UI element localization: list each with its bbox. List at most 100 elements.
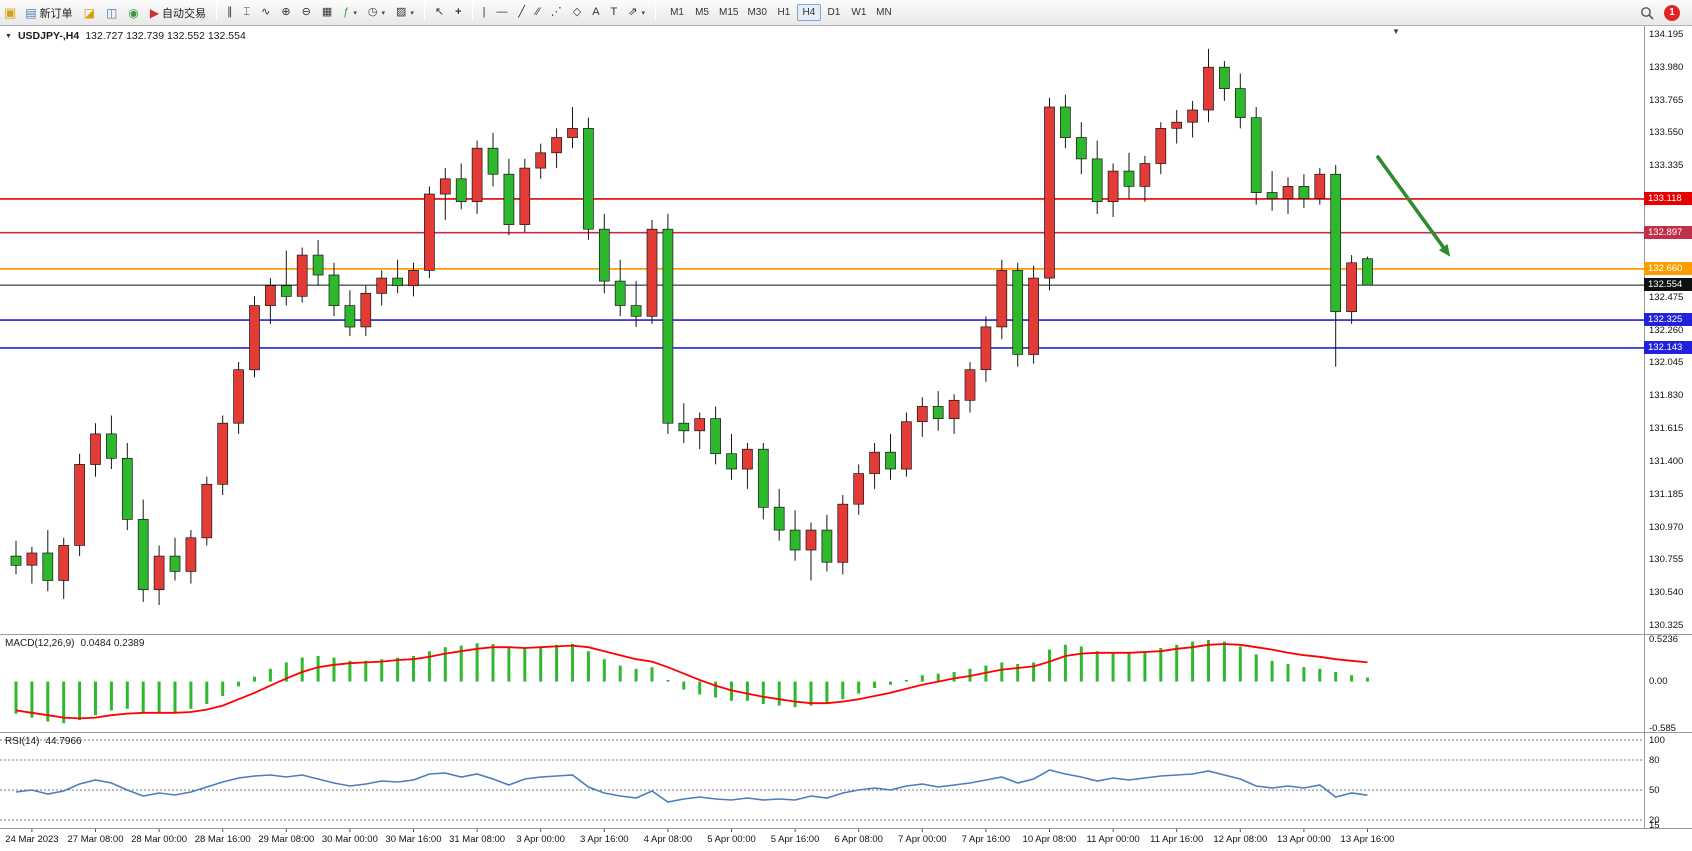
- axis-tick-label: 131.830: [1649, 390, 1684, 402]
- time-axis-label: 30 Mar 00:00: [321, 834, 378, 845]
- indicators-button[interactable]: ƒ ▾: [338, 2, 362, 23]
- timeframe-button-m30[interactable]: M30: [747, 7, 767, 18]
- profile-button[interactable]: ◫: [101, 2, 122, 23]
- chart-header: ▼ USDJPY-,H4 132.727 132.739 132.552 132…: [5, 30, 246, 42]
- time-axis-label: 5 Apr 00:00: [707, 834, 756, 845]
- timeframe-button-m15[interactable]: M15: [719, 7, 739, 18]
- price-line-tag[interactable]: 133.118: [1644, 191, 1692, 205]
- channel-button[interactable]: ⁄⁄: [531, 2, 545, 23]
- axis-tick-label: 20: [1649, 814, 1660, 826]
- time-axis-label: 5 Apr 16:00: [770, 834, 820, 845]
- time-axis-label: 27 Mar 08:00: [67, 834, 124, 845]
- timeframe-button-w1[interactable]: W1: [851, 7, 867, 18]
- price-line-tag[interactable]: 132.660: [1644, 261, 1692, 275]
- fibonacci-button[interactable]: ⋰: [546, 2, 567, 23]
- axis-tick-label: 130.540: [1649, 587, 1684, 599]
- toolbar-separator: [471, 4, 473, 21]
- zoom-in-button[interactable]: ⊕: [276, 2, 295, 23]
- price-line-tag[interactable]: 132.143: [1644, 340, 1692, 354]
- search-icon[interactable]: [1640, 6, 1654, 20]
- new-order-label: 新订单: [39, 7, 73, 20]
- toolbar-right-group: 1: [1640, 4, 1688, 21]
- chart-canvas[interactable]: [0, 26, 1692, 851]
- macd-histogram: [14, 640, 1369, 724]
- autotrading-label: 自动交易: [162, 7, 207, 20]
- candlestick-type-button[interactable]: ⌶: [239, 2, 256, 23]
- bar-chart-type-button[interactable]: ∥: [222, 2, 238, 23]
- new-order-icon: ▤: [25, 5, 37, 20]
- axis-tick-label: 80: [1649, 754, 1660, 766]
- vertical-line-button[interactable]: |: [478, 2, 491, 23]
- chart-wizard-icon: ◪: [83, 5, 95, 20]
- channel-icon: ⁄⁄: [536, 6, 540, 18]
- price-line-tag[interactable]: 132.325: [1644, 313, 1692, 327]
- scroll-to-end-marker[interactable]: ▼: [1392, 27, 1400, 36]
- refresh-button[interactable]: ◉: [123, 2, 143, 23]
- line-chart-icon: ∿: [261, 6, 271, 18]
- axis-tick-label: 100: [1649, 734, 1665, 746]
- time-axis-label: 13 Apr 00:00: [1276, 834, 1331, 845]
- candles: [10, 48, 1373, 605]
- shapes-button[interactable]: ◇: [568, 2, 586, 23]
- axis-tick-label: 0.00: [1649, 676, 1668, 688]
- chart-wizard-button[interactable]: ◪: [79, 2, 100, 23]
- new-order-button[interactable]: ▤ 新订单: [20, 2, 77, 23]
- axis-tick-label: 0.5236: [1649, 634, 1679, 646]
- tile-windows-button[interactable]: ▦: [317, 2, 337, 23]
- time-axis-label: 28 Mar 00:00: [131, 834, 188, 845]
- chevron-down-icon: ▾: [381, 9, 385, 17]
- timeframe-button-d1[interactable]: D1: [827, 7, 841, 18]
- text-button[interactable]: A: [587, 2, 604, 23]
- refresh-icon: ◉: [128, 5, 139, 20]
- text-label-button[interactable]: T: [606, 2, 623, 23]
- templates-button[interactable]: ▨ ▾: [391, 2, 419, 23]
- time-axis-label: 29 Mar 08:00: [258, 834, 315, 845]
- axis-tick-label: 50: [1649, 784, 1660, 796]
- periods-button[interactable]: ◷ ▾: [363, 2, 390, 23]
- rsi-panel-label: RSI(14) 44.7966: [5, 736, 82, 747]
- toolbar-separator: [655, 4, 657, 21]
- time-axis-label: 7 Apr 16:00: [961, 834, 1011, 845]
- time-axis-label: 10 Apr 08:00: [1022, 834, 1077, 845]
- horizontal-line-button[interactable]: —: [491, 2, 512, 23]
- vertical-line-icon: |: [482, 6, 486, 18]
- indicators-icon: ƒ: [343, 6, 350, 18]
- crosshair-icon: +: [455, 6, 462, 18]
- symbol-triangle-icon: ▼: [5, 32, 12, 40]
- fibonacci-icon: ⋰: [550, 6, 562, 18]
- crosshair-button[interactable]: +: [450, 2, 466, 23]
- notification-badge[interactable]: 1: [1664, 4, 1680, 21]
- timeframe-toolbar: M1 M5 M15 M30 H1 H4 D1 W1 MN: [665, 4, 896, 21]
- timeframe-button-mn[interactable]: MN: [876, 7, 892, 18]
- trendline-button[interactable]: ╱: [513, 2, 530, 23]
- macd-indicator-values: 0.0484 0.2389: [80, 638, 145, 649]
- cursor-button[interactable]: ↖: [430, 2, 449, 23]
- price-line-tag[interactable]: 132.554: [1644, 278, 1692, 292]
- zoom-out-icon: ⊖: [301, 6, 311, 18]
- arrows-button[interactable]: ⇗ ▾: [623, 2, 650, 23]
- arrow-icon: ⇗: [628, 6, 638, 18]
- rsi-indicator-value: 44.7966: [45, 736, 82, 747]
- app-logo-icon: ▣: [4, 4, 17, 20]
- chevron-down-icon: ▾: [641, 9, 646, 17]
- zoom-out-button[interactable]: ⊖: [297, 2, 316, 23]
- chevron-down-icon: ▾: [353, 9, 357, 17]
- text-icon: A: [592, 6, 600, 18]
- zoom-in-icon: ⊕: [281, 6, 291, 18]
- axis-tick-label: 130.325: [1649, 620, 1684, 632]
- axis-tick-label: 132.475: [1649, 291, 1684, 303]
- autotrading-button[interactable]: ▶ 自动交易: [145, 2, 211, 23]
- time-axis-label: 24 Mar 2023: [5, 834, 59, 845]
- toolbar-separator: [423, 4, 425, 21]
- axis-tick-label: 133.335: [1649, 160, 1684, 172]
- macd-signal-line: [15, 643, 1368, 720]
- timeframe-button-h1[interactable]: H1: [777, 7, 791, 18]
- timeframe-button-h4[interactable]: H4: [796, 4, 821, 21]
- price-line-tag[interactable]: 132.897: [1644, 225, 1692, 239]
- macd-indicator-name: MACD(12,26,9): [5, 638, 75, 649]
- timeframe-button-m1[interactable]: M1: [670, 7, 684, 18]
- axis-tick-label: 133.550: [1649, 127, 1684, 139]
- timeframe-button-m5[interactable]: M5: [695, 7, 709, 18]
- line-chart-type-button[interactable]: ∿: [256, 2, 275, 23]
- main-toolbar: ▣ ▤ 新订单 ◪ ◫ ◉ ▶ 自动交易 ∥ ⌶ ∿ ⊕ ⊖ ▦ ƒ ▾ ◷ ▾ ▨…: [0, 0, 1692, 26]
